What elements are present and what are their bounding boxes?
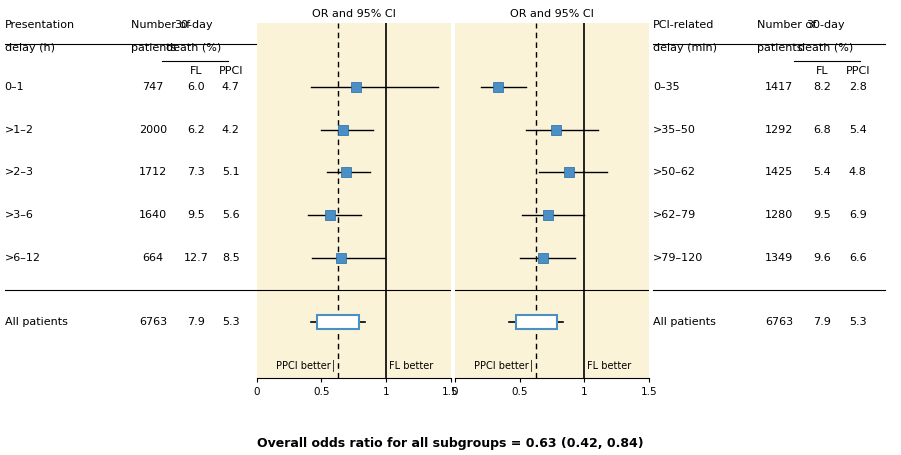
Text: PPCI: PPCI — [845, 66, 870, 76]
Text: PPCI: PPCI — [218, 66, 243, 76]
Text: 12.7: 12.7 — [184, 253, 209, 263]
Text: Number of: Number of — [131, 20, 190, 30]
Text: 0–1: 0–1 — [5, 82, 24, 92]
Text: 7.9: 7.9 — [813, 317, 831, 327]
Text: 4.2: 4.2 — [222, 125, 240, 135]
Text: PCI-related: PCI-related — [653, 20, 714, 30]
Text: 7.3: 7.3 — [187, 167, 205, 177]
Text: 4.8: 4.8 — [849, 167, 867, 177]
Text: 5.4: 5.4 — [813, 167, 831, 177]
Text: 30-day: 30-day — [175, 20, 213, 30]
Text: 6.9: 6.9 — [849, 210, 867, 220]
Text: 1417: 1417 — [765, 82, 794, 92]
Text: All patients: All patients — [5, 317, 68, 327]
Text: 1712: 1712 — [139, 167, 168, 177]
Text: OR and 95% CI: OR and 95% CI — [312, 9, 396, 19]
Text: 6.8: 6.8 — [813, 125, 831, 135]
Text: 747: 747 — [142, 82, 164, 92]
Text: patients: patients — [757, 43, 802, 53]
Text: 5.3: 5.3 — [849, 317, 867, 327]
Text: PPCI better│: PPCI better│ — [277, 359, 337, 371]
Text: Number of: Number of — [757, 20, 816, 30]
Text: 0–35: 0–35 — [653, 82, 680, 92]
Text: 1425: 1425 — [765, 167, 794, 177]
Text: 5.1: 5.1 — [222, 167, 240, 177]
Text: >6–12: >6–12 — [5, 253, 41, 263]
Text: >1–2: >1–2 — [5, 125, 33, 135]
Text: >79–120: >79–120 — [653, 253, 704, 263]
Text: death (%): death (%) — [797, 43, 853, 53]
Text: 6763: 6763 — [765, 317, 794, 327]
Text: FL better: FL better — [388, 361, 432, 371]
Text: >3–6: >3–6 — [5, 210, 33, 220]
Text: Presentation: Presentation — [5, 20, 75, 30]
Text: PPCI better│: PPCI better│ — [475, 359, 535, 371]
Text: FL better: FL better — [587, 361, 631, 371]
Text: 1349: 1349 — [765, 253, 794, 263]
Text: 5.6: 5.6 — [222, 210, 240, 220]
Text: FL: FL — [190, 66, 203, 76]
Text: 9.6: 9.6 — [813, 253, 831, 263]
Text: 9.5: 9.5 — [813, 210, 831, 220]
Text: 1292: 1292 — [765, 125, 794, 135]
Text: 4.7: 4.7 — [222, 82, 240, 92]
Text: All patients: All patients — [653, 317, 716, 327]
Text: delay (h): delay (h) — [5, 43, 54, 53]
Text: 2000: 2000 — [139, 125, 168, 135]
Text: >62–79: >62–79 — [653, 210, 696, 220]
Text: 2.8: 2.8 — [849, 82, 867, 92]
Text: 6.2: 6.2 — [187, 125, 205, 135]
Text: 6763: 6763 — [139, 317, 168, 327]
Text: 9.5: 9.5 — [187, 210, 205, 220]
Text: 30-day: 30-day — [806, 20, 844, 30]
Text: 8.5: 8.5 — [222, 253, 240, 263]
Text: >35–50: >35–50 — [653, 125, 696, 135]
Text: FL: FL — [815, 66, 828, 76]
Text: >2–3: >2–3 — [5, 167, 33, 177]
Text: 6.0: 6.0 — [187, 82, 205, 92]
Text: death (%): death (%) — [166, 43, 222, 53]
Text: OR and 95% CI: OR and 95% CI — [510, 9, 594, 19]
Text: >50–62: >50–62 — [653, 167, 696, 177]
Text: 1280: 1280 — [765, 210, 794, 220]
Text: 5.3: 5.3 — [222, 317, 240, 327]
Text: 664: 664 — [142, 253, 164, 263]
Text: 1640: 1640 — [139, 210, 168, 220]
Text: 6.6: 6.6 — [849, 253, 867, 263]
Bar — [515, 315, 557, 329]
Text: 8.2: 8.2 — [813, 82, 831, 92]
Text: delay (min): delay (min) — [653, 43, 717, 53]
Text: Overall odds ratio for all subgroups = 0.63 (0.42, 0.84): Overall odds ratio for all subgroups = 0… — [257, 437, 644, 450]
Bar — [317, 315, 359, 329]
Text: patients: patients — [131, 43, 176, 53]
Text: 7.9: 7.9 — [187, 317, 205, 327]
Text: 5.4: 5.4 — [849, 125, 867, 135]
